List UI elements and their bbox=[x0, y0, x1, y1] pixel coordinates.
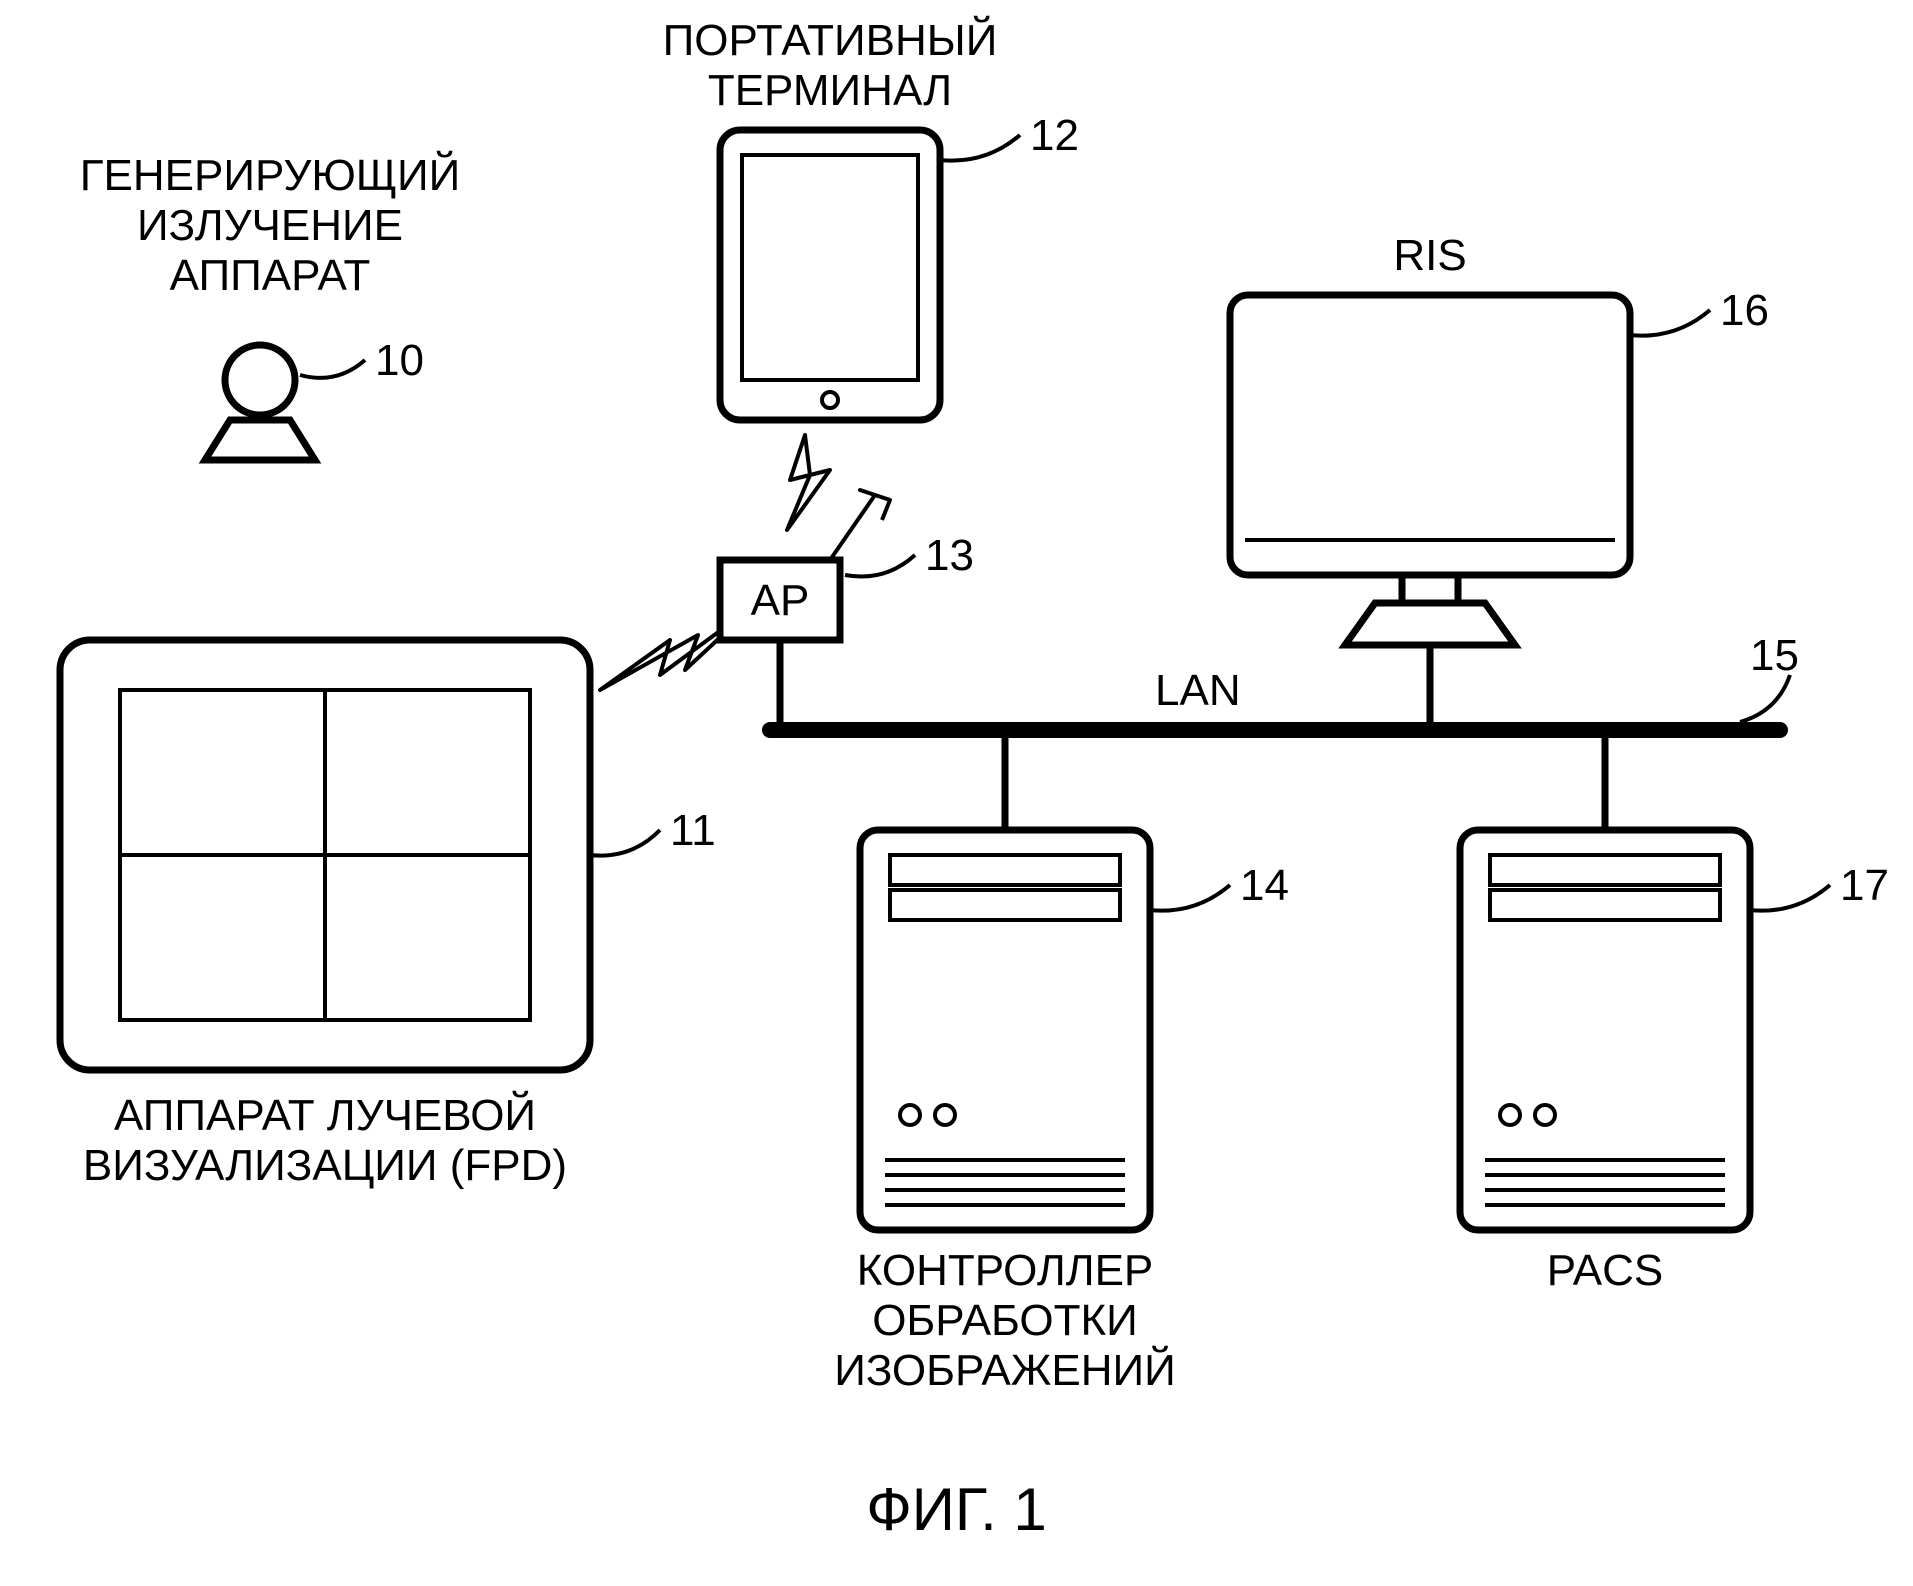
pacs-ref: 17 bbox=[1840, 861, 1889, 910]
radsrc-title-1: ГЕНЕРИРУЮЩИЙ bbox=[80, 149, 461, 200]
controller-title-2: ОБРАБОТКИ bbox=[872, 1296, 1138, 1345]
fpd-ref: 11 bbox=[670, 806, 716, 855]
ap-ref: 13 bbox=[925, 531, 974, 580]
access-point: AP 13 bbox=[720, 490, 974, 730]
fpd: АППАРАТ ЛУЧЕВОЙВИЗУАЛИЗАЦИИ (FPD) 11 bbox=[60, 605, 755, 1190]
radsrc-title-2: ИЗЛУЧЕНИЕ bbox=[137, 201, 403, 250]
radsrc-title-3: АППАРАТ bbox=[170, 251, 371, 300]
controller-title-3: ИЗОБРАЖЕНИЙ bbox=[834, 1344, 1176, 1395]
lan-bus: LAN 15 bbox=[770, 631, 1799, 730]
radsrc-ref: 10 bbox=[375, 336, 424, 385]
radiation-source: ГЕНЕРИРУЮЩИЙИЗЛУЧЕНИЕАППАРАТ10 bbox=[80, 149, 461, 460]
tablet-title-2: ТЕРМИНАЛ bbox=[708, 66, 952, 115]
lan-ref: 15 bbox=[1750, 631, 1799, 680]
tablet-ref: 12 bbox=[1030, 111, 1079, 160]
ap-label: AP bbox=[751, 576, 810, 625]
fpd-title-1: АППАРАТ ЛУЧЕВОЙ bbox=[114, 1089, 536, 1140]
lan-label: LAN bbox=[1155, 666, 1241, 715]
fpd-title-2: ВИЗУАЛИЗАЦИИ (FPD) bbox=[83, 1141, 567, 1190]
ris-monitor: RIS 16 bbox=[1230, 231, 1769, 730]
ris-ref: 16 bbox=[1720, 286, 1769, 335]
controller-title-1: КОНТРОЛЛЕР bbox=[857, 1246, 1154, 1295]
tablet-title-1: ПОРТАТИВНЫЙ bbox=[663, 14, 998, 65]
ris-label: RIS bbox=[1393, 231, 1466, 280]
pacs-label: PACS bbox=[1547, 1246, 1664, 1295]
figure-caption: ФИГ. 1 bbox=[866, 1476, 1047, 1543]
controller-tower: 14 КОНТРОЛЛЕРОБРАБОТКИИЗОБРАЖЕНИЙ bbox=[834, 730, 1289, 1395]
tablet: ПОРТАТИВНЫЙТЕРМИНАЛ 12 bbox=[663, 14, 1079, 530]
controller-ref: 14 bbox=[1240, 861, 1289, 910]
pacs-tower: 17 PACS bbox=[1460, 730, 1889, 1295]
